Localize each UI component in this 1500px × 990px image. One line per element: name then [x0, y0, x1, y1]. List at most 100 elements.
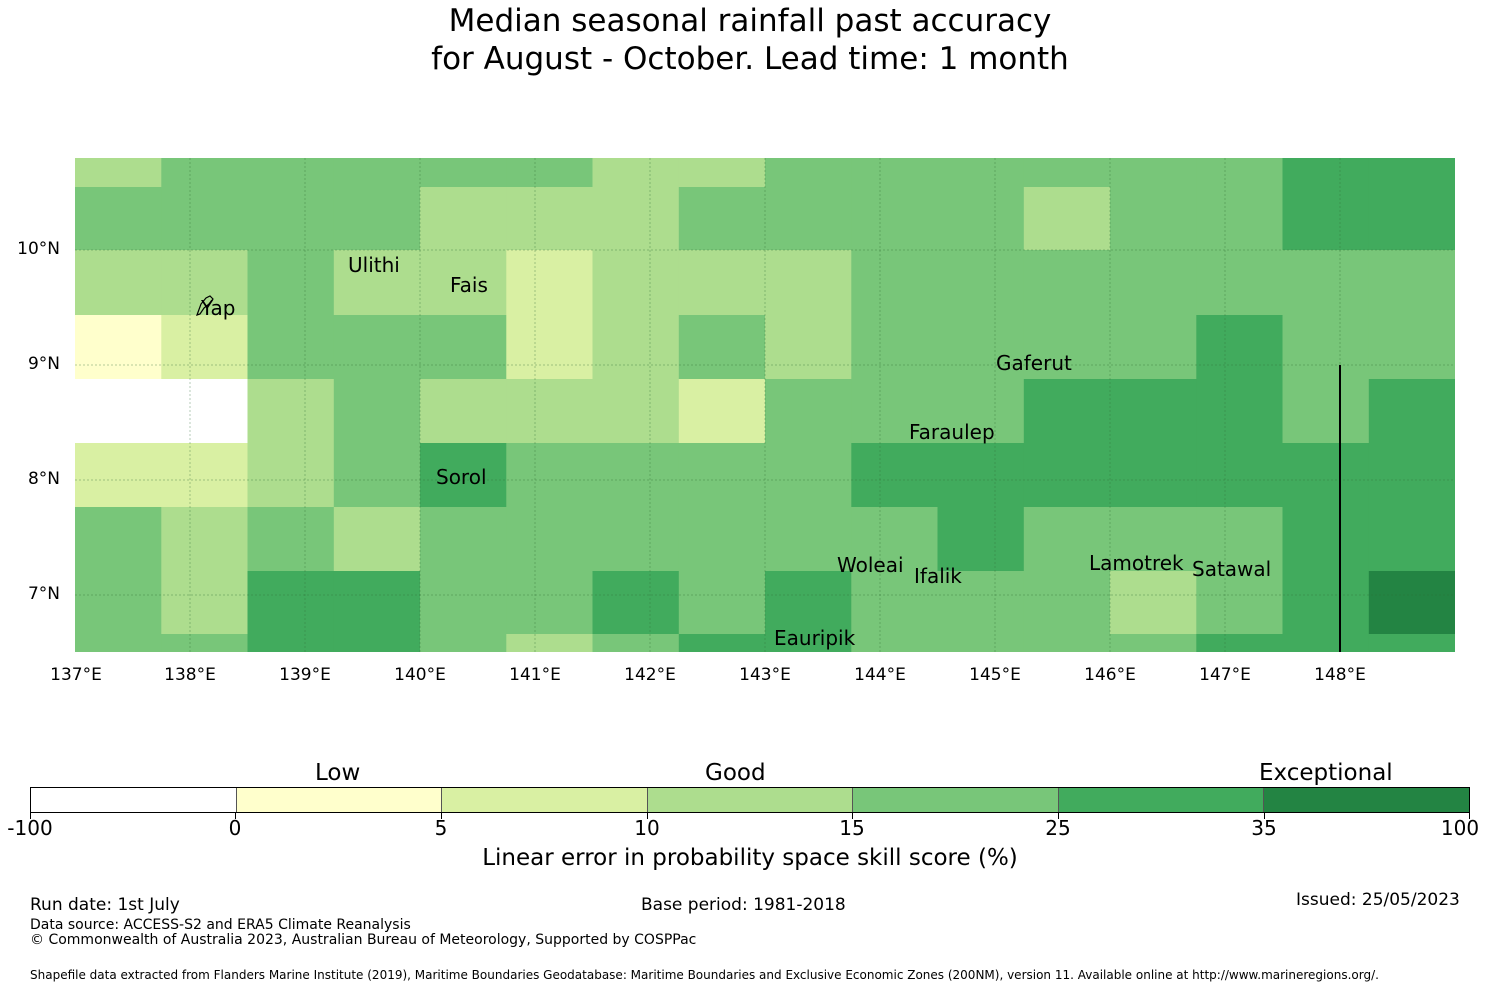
grid-cell	[1110, 634, 1197, 652]
grid-cell	[678, 158, 766, 188]
grid-cell	[247, 250, 335, 316]
grid-cell	[1110, 158, 1197, 188]
grid-cell	[765, 507, 852, 572]
lon-tick-146e: 146°E	[1084, 665, 1136, 685]
grid-cell	[506, 187, 594, 251]
lon-tick-144e: 144°E	[854, 665, 906, 685]
island-label-lamotrek: Lamotrek	[1089, 551, 1184, 575]
grid-cell	[333, 250, 421, 316]
grid-cell	[851, 250, 939, 316]
lon-tick-137e: 137°E	[50, 665, 102, 685]
grid-cell	[851, 571, 939, 635]
grid-cell	[937, 187, 1025, 251]
grid-cell	[75, 571, 162, 635]
grid-cell	[1196, 315, 1284, 380]
grid-cell	[506, 158, 594, 188]
colorbar-tick-label: 10	[634, 816, 660, 840]
grid-cell	[1368, 187, 1455, 251]
grid-cell	[1282, 250, 1370, 316]
grid-cell	[1023, 443, 1111, 508]
grid-cell	[592, 571, 680, 635]
grid-cell	[1023, 571, 1111, 635]
grid-cell	[592, 634, 680, 652]
grid-cell	[75, 158, 162, 188]
lon-tick-138e: 138°E	[164, 665, 216, 685]
grid-cell	[1368, 507, 1455, 572]
grid-cell	[333, 158, 421, 188]
colorbar-segment	[1264, 788, 1470, 812]
grid-cell	[592, 187, 680, 251]
copyright-notice: © Commonwealth of Australia 2023, Austra…	[30, 932, 697, 948]
grid-cell	[1023, 187, 1111, 251]
grid-cell	[420, 158, 507, 188]
grid-cell	[506, 379, 594, 444]
island-label-ulithi: Ulithi	[348, 253, 400, 277]
grid-cell	[75, 187, 162, 251]
grid-cell	[161, 315, 249, 380]
grid-cell	[161, 250, 249, 316]
colorbar-tick-label: 25	[1045, 816, 1071, 840]
colorbar	[30, 787, 1470, 813]
grid-cell	[765, 158, 852, 188]
grid-cell	[1282, 187, 1370, 251]
grid-cell	[1368, 379, 1455, 444]
issued-date: Issued: 25/05/2023	[1296, 890, 1460, 910]
chart-title-line-1: Median seasonal rainfall past accuracy	[448, 3, 1052, 39]
grid-cell	[1368, 443, 1455, 508]
colorbar-tick	[1469, 813, 1470, 819]
island-label-ifalik: Ifalik	[914, 564, 962, 588]
grid-cell	[1023, 315, 1111, 380]
grid-cell	[1196, 379, 1284, 444]
colorbar-tick	[647, 813, 648, 819]
grid-cell	[1023, 158, 1111, 188]
lon-tick-140e: 140°E	[394, 665, 446, 685]
grid-cell	[1368, 158, 1455, 188]
grid-cell	[1023, 507, 1111, 572]
grid-cell	[678, 571, 766, 635]
grid-cell	[420, 315, 507, 380]
grid-cell	[937, 158, 1025, 188]
colorbar-segment	[442, 788, 648, 812]
grid-cell	[1110, 571, 1197, 635]
grid-cell	[1196, 507, 1284, 572]
island-label-sorol: Sorol	[436, 465, 487, 489]
grid-cell	[1110, 187, 1197, 251]
grid-cell	[333, 571, 421, 635]
grid-cell	[1368, 571, 1455, 635]
grid-cell	[592, 507, 680, 572]
colorbar-tick	[441, 813, 442, 819]
grid-cell	[592, 379, 680, 444]
grid-cell	[937, 315, 1025, 380]
grid-cell	[506, 443, 594, 508]
island-label-faraulep: Faraulep	[909, 420, 995, 444]
grid-cell	[937, 250, 1025, 316]
grid-cell	[161, 443, 249, 508]
island-label-gaferut: Gaferut	[996, 351, 1072, 375]
grid-cell	[765, 250, 852, 316]
grid-cell	[1368, 250, 1455, 316]
grid-cell	[506, 507, 594, 572]
grid-cell	[420, 187, 507, 251]
grid-cell	[75, 315, 162, 380]
lat-tick-7n: 7°N	[27, 584, 60, 604]
grid-cell	[765, 187, 852, 251]
grid-cell	[1023, 379, 1111, 444]
lon-tick-142e: 142°E	[624, 665, 676, 685]
island-label-fais: Fais	[450, 273, 488, 297]
data-source: Data source: ACCESS-S2 and ERA5 Climate …	[30, 917, 411, 933]
colorbar-segment	[236, 788, 443, 812]
lon-tick-139e: 139°E	[279, 665, 331, 685]
grid-cell	[247, 634, 335, 652]
grid-cell	[851, 315, 939, 380]
colorbar-segment	[1058, 788, 1265, 812]
grid-cell	[333, 187, 421, 251]
colorbar-tick-label: 0	[228, 816, 242, 840]
grid-cell	[75, 443, 162, 508]
grid-cell	[1282, 379, 1370, 444]
grid-cell	[420, 571, 507, 635]
grid-cell	[1282, 507, 1370, 572]
grid-cell	[765, 379, 852, 444]
yap-island-outline	[196, 295, 214, 316]
grid-cell	[937, 379, 1025, 444]
lon-tick-141e: 141°E	[509, 665, 561, 685]
